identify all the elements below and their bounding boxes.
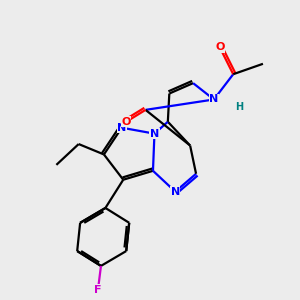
Text: F: F [94,285,102,295]
Text: O: O [122,117,131,127]
Text: N: N [117,123,126,133]
Text: O: O [215,43,224,52]
Text: H: H [235,102,243,112]
Text: N: N [171,187,180,196]
Text: N: N [150,129,159,139]
Text: N: N [209,94,218,104]
